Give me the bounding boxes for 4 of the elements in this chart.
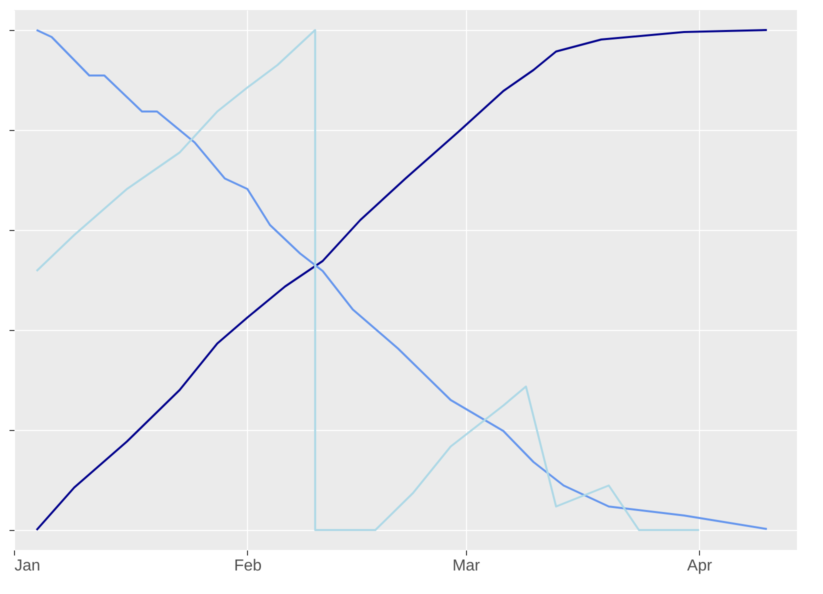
x-tick-label: Jan [14, 558, 40, 574]
x-tick-label: Mar [452, 558, 481, 574]
x-tick-label: Apr [687, 558, 713, 574]
x-tick-label: Feb [234, 558, 262, 574]
